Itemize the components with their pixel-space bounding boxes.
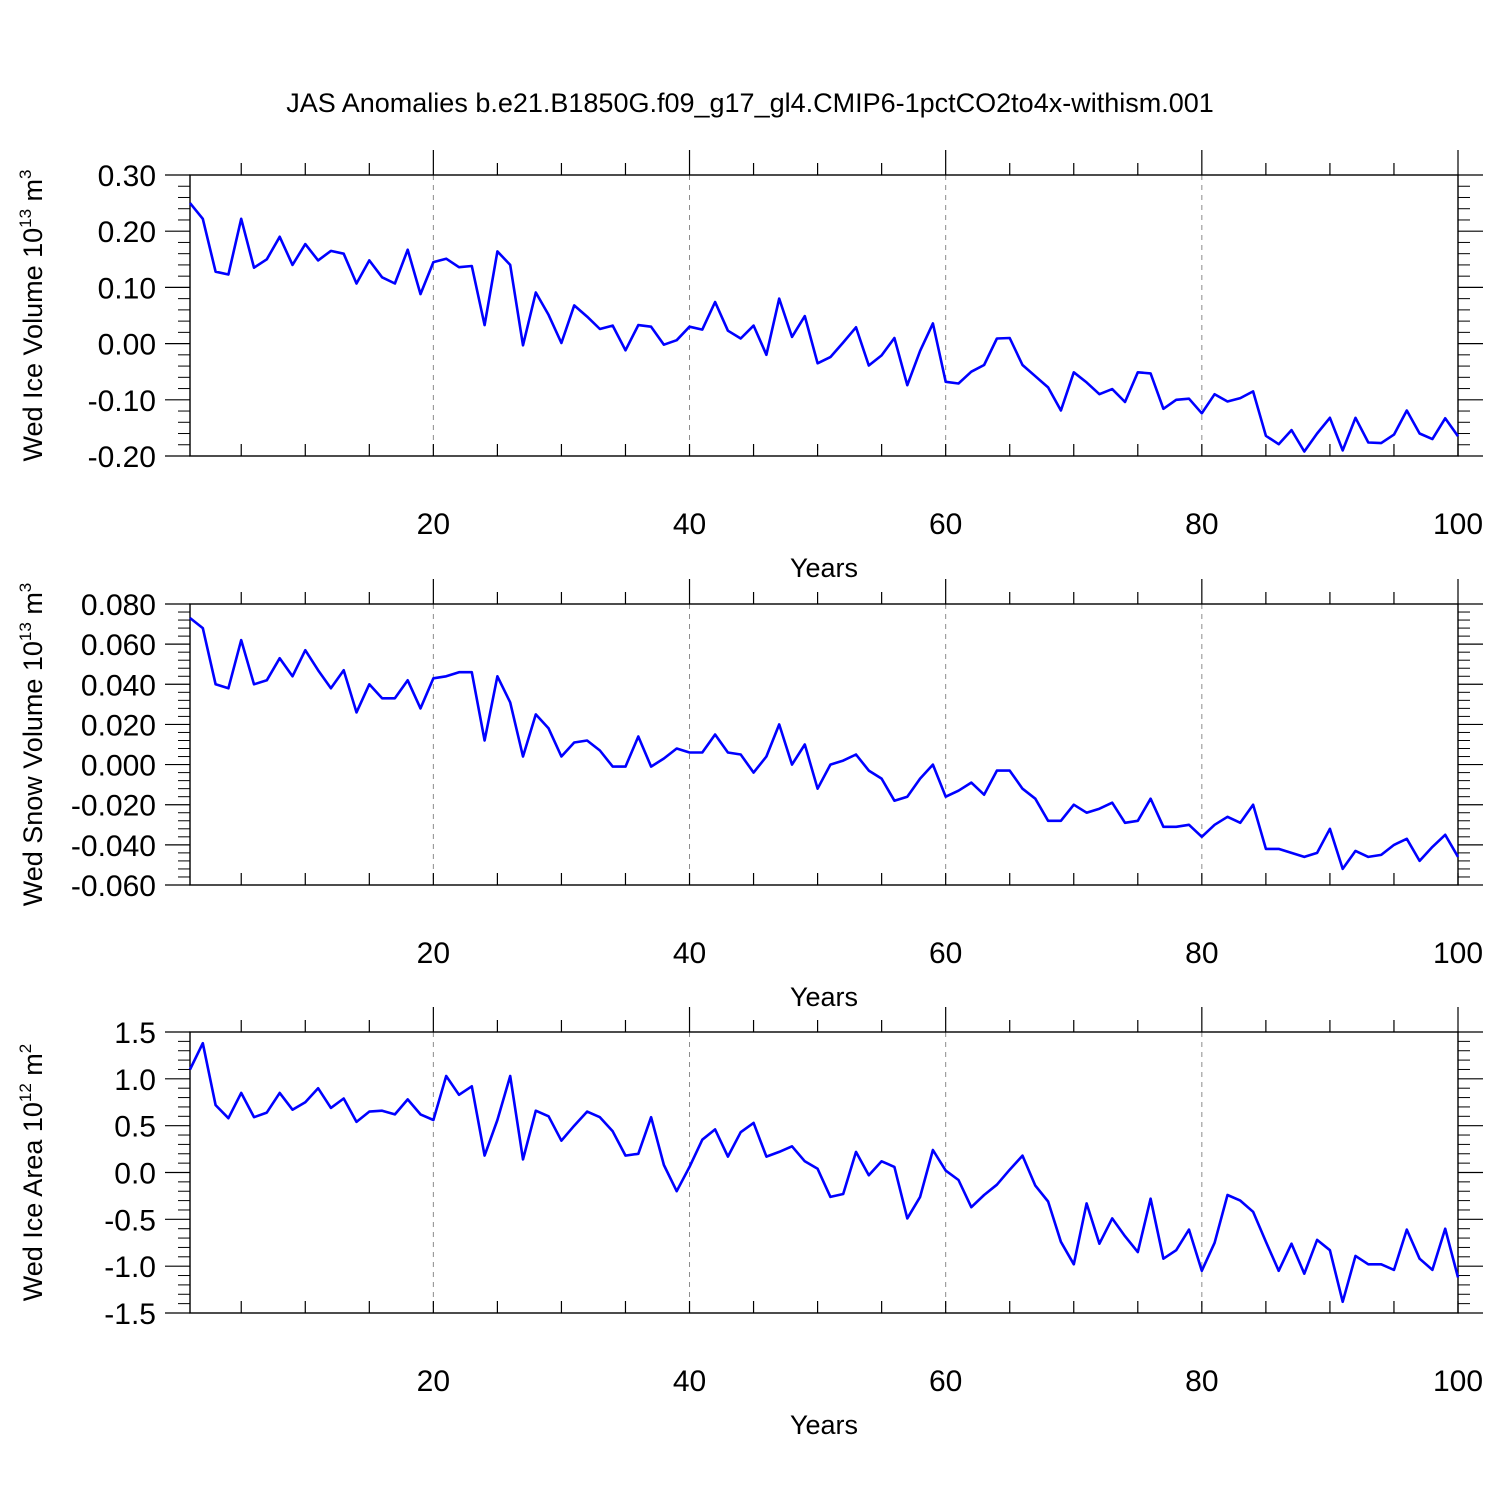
plot-frame bbox=[189, 174, 1459, 457]
x-axis-label: Years bbox=[790, 1410, 858, 1440]
y-tick-label: -0.10 bbox=[88, 385, 156, 418]
y-tick-label: -0.5 bbox=[104, 1204, 156, 1237]
x-tick-label: 60 bbox=[929, 1365, 962, 1398]
plot-frame bbox=[189, 1031, 1459, 1314]
x-tick-label: 60 bbox=[929, 508, 962, 541]
x-tick-label: 100 bbox=[1433, 508, 1483, 541]
plot-frame bbox=[189, 603, 1459, 886]
y-axis-label: Wed Ice Volume 1013 m3 bbox=[16, 169, 48, 461]
y-tick-label: -1.5 bbox=[104, 1298, 156, 1331]
chart-panel-3: -1.5 -1.0 -0.5 0.0 0.5 1.0 1.5 20 40 60 80 100 Years… bbox=[16, 1007, 1483, 1440]
y-tick-label: 0.30 bbox=[98, 160, 156, 193]
y-tick-label: -0.040 bbox=[71, 830, 156, 863]
y-tick-label: 1.0 bbox=[114, 1064, 156, 1097]
y-tick-label: -1.0 bbox=[104, 1251, 156, 1284]
series-line-wed-ice-area bbox=[188, 1041, 1460, 1304]
y-tick-label: 1.5 bbox=[114, 1017, 156, 1050]
x-tick-label: 100 bbox=[1433, 937, 1483, 970]
x-tick-label: 80 bbox=[1185, 937, 1218, 970]
y-tick-label: 0.000 bbox=[81, 750, 156, 783]
y-tick-label: 0.5 bbox=[114, 1111, 156, 1144]
x-tick-label: 40 bbox=[673, 508, 706, 541]
chart-panel-1: -0.20 -0.10 0.00 0.10 0.20 0.30 20 40 60 80 100 Yea… bbox=[16, 150, 1483, 583]
x-axis-label: Years bbox=[790, 553, 858, 583]
y-tick-label: 0.10 bbox=[98, 272, 156, 305]
y-tick-label: 0.0 bbox=[114, 1158, 156, 1191]
figure-title: JAS Anomalies b.e21.B1850G.f09_g17_gl4.C… bbox=[286, 88, 1214, 118]
y-tick-label: 0.040 bbox=[81, 669, 156, 702]
y-tick-label: 0.00 bbox=[98, 329, 156, 362]
y-axis-label: Wed Ice Area 1012 m2 bbox=[16, 1044, 48, 1302]
y-tick-label: -0.020 bbox=[71, 790, 156, 823]
x-tick-label: 80 bbox=[1185, 508, 1218, 541]
x-tick-label: 20 bbox=[417, 1365, 450, 1398]
x-tick-label: 80 bbox=[1185, 1365, 1218, 1398]
x-tick-label: 20 bbox=[417, 508, 450, 541]
series-line-wed-snow-volume bbox=[189, 616, 1460, 871]
series-line-wed-ice-volume bbox=[188, 202, 1460, 453]
y-tick-label: 0.080 bbox=[81, 589, 156, 622]
x-tick-label: 40 bbox=[673, 1365, 706, 1398]
y-tick-label: -0.20 bbox=[88, 441, 156, 474]
y-axis-label: Wed Snow Volume 1013 m3 bbox=[16, 583, 48, 907]
x-tick-label: 100 bbox=[1433, 1365, 1483, 1398]
y-tick-label: 0.20 bbox=[98, 216, 156, 249]
x-axis-label: Years bbox=[790, 982, 858, 1012]
chart-panel-2: -0.060 -0.040 -0.020 0.000 0.020 0.040 0.060 0.… bbox=[16, 579, 1483, 1012]
x-tick-label: 40 bbox=[673, 937, 706, 970]
y-tick-label: 0.060 bbox=[81, 629, 156, 662]
y-tick-label: -0.060 bbox=[71, 870, 156, 903]
y-tick-label: 0.020 bbox=[81, 709, 156, 742]
x-tick-label: 60 bbox=[929, 937, 962, 970]
x-tick-label: 20 bbox=[417, 937, 450, 970]
